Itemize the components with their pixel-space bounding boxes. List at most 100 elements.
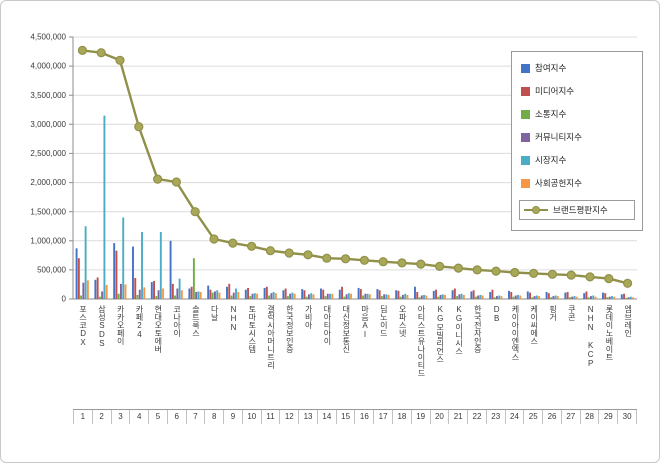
category-label: 롯데이노베이트 [604, 305, 614, 361]
legend-item-brand-reputation-index: 브랜드평판지수 [519, 200, 635, 220]
category-cell: 대아티아이 [317, 302, 336, 407]
category-cell: KG모빌리언스 [430, 302, 449, 407]
bar [253, 293, 256, 299]
bar [611, 296, 613, 299]
bar [350, 293, 353, 299]
line-marker [510, 267, 520, 278]
category-label: 카페24 [134, 305, 144, 339]
bar [244, 289, 247, 299]
bar [533, 296, 536, 299]
category-cell: NHN KCP [581, 302, 600, 407]
x-axis-rank-labels: 1 2 3 4 5 6 7 8 9 10 11 12 13 14 15 16 17 18 19 20 21 22 23 24 2… [73, 409, 637, 424]
category-cell: 케이씨에스 [524, 302, 543, 407]
category-cell: 롯데이노베이트 [599, 302, 618, 407]
legend-swatch-icon [521, 132, 530, 142]
category-cell: 현대오토에버 [148, 302, 167, 407]
bar [101, 291, 104, 299]
rank-label: 29 [599, 410, 619, 424]
bar [535, 295, 538, 299]
line-marker [284, 248, 294, 258]
bar [585, 291, 588, 299]
rank-label: 11 [262, 410, 281, 424]
bar [96, 277, 99, 299]
y-tick-label: 1,500,000 [30, 207, 66, 216]
bar-series-participation-index [75, 240, 623, 299]
bar [251, 293, 254, 299]
bar [284, 288, 287, 299]
bar [587, 297, 590, 299]
bar [230, 295, 233, 299]
category-label: 오파스넷 [398, 305, 408, 337]
bar [274, 293, 277, 299]
bar [322, 289, 325, 299]
bar [632, 297, 635, 299]
bar [538, 296, 541, 299]
bar [498, 295, 501, 299]
bar [105, 285, 108, 299]
bar [289, 293, 292, 299]
bar [451, 290, 454, 299]
legend-swatch-icon [521, 178, 530, 188]
bar [479, 294, 482, 299]
legend-item-community-index: 커뮤니티지수 [521, 131, 633, 143]
bar [188, 288, 191, 299]
category-cell: 토마토시스템 [242, 302, 261, 407]
rank-label: 6 [168, 410, 187, 424]
bar [174, 295, 177, 299]
line-marker [171, 177, 181, 187]
bar [75, 248, 78, 299]
bar [338, 289, 341, 299]
category-cell: 다날 [205, 302, 224, 407]
legend-label: 참여지수 [535, 63, 567, 73]
bar [590, 296, 592, 299]
bar [477, 295, 480, 299]
bar [305, 296, 308, 299]
y-tick-label: 2,500,000 [30, 149, 66, 158]
rank-label: 26 [543, 410, 562, 424]
rank-label: 1 [73, 410, 93, 424]
rank-label: 24 [506, 410, 525, 424]
rank-label: 25 [524, 410, 544, 424]
category-cell: 아티스트유나이티드 [411, 302, 430, 407]
bar [517, 294, 519, 299]
legend-label: 시장지수 [535, 155, 567, 165]
category-label: 토마토시스템 [247, 305, 257, 353]
rank-label: 15 [337, 410, 356, 424]
legend-item-social-contribution-index: 사회공헌지수 [521, 177, 633, 189]
bar [308, 294, 310, 299]
bar [583, 293, 586, 299]
bar [496, 296, 498, 299]
bar [345, 294, 348, 299]
category-label: 가비아 [304, 305, 314, 329]
bar [416, 292, 419, 299]
bar [211, 292, 214, 299]
bar [385, 294, 388, 299]
bar [423, 294, 425, 299]
category-label: 케이아이엔엑스 [510, 305, 520, 361]
bar [176, 288, 179, 299]
bar [395, 290, 398, 299]
line-marker [153, 174, 163, 184]
bar [247, 287, 249, 299]
bar [157, 290, 160, 299]
bar [529, 292, 531, 299]
line-marker [115, 55, 125, 65]
category-cell: 쿠콘 [562, 302, 581, 407]
bar [82, 282, 85, 299]
bar [228, 283, 231, 299]
line-marker [435, 261, 445, 271]
category-label: KG모빌리언스 [435, 305, 445, 363]
category-label: 케이씨에스 [529, 305, 539, 345]
rank-label: 12 [280, 410, 300, 424]
bar [627, 297, 630, 299]
rank-label: 7 [187, 410, 206, 424]
line-series-brand-reputation-index [77, 45, 633, 288]
bar [347, 293, 350, 299]
category-label: 핑거 [548, 305, 558, 321]
rank-label: 5 [149, 410, 168, 424]
bar [435, 289, 437, 299]
line-marker [322, 253, 332, 263]
bar [620, 294, 623, 299]
rank-label: 28 [581, 410, 600, 424]
